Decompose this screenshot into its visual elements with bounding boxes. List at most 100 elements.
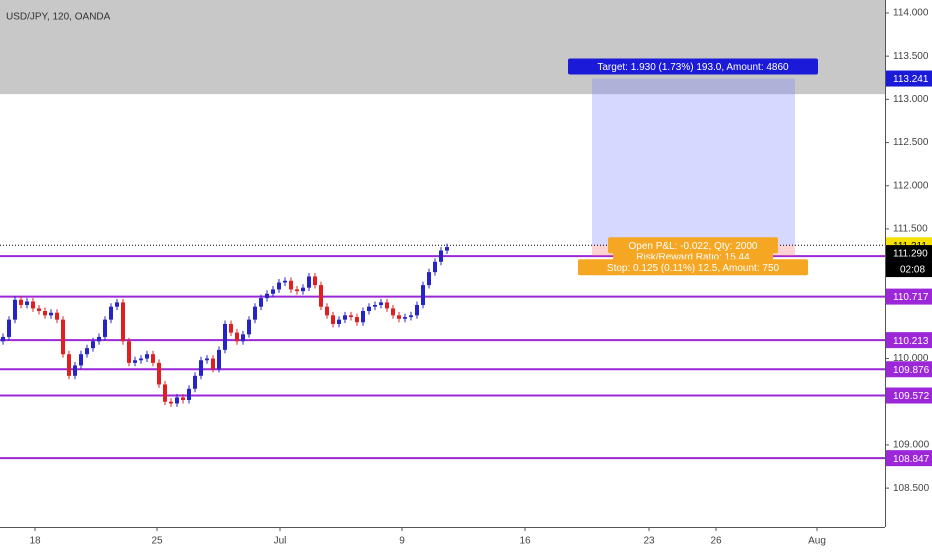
y-tick-label: 110.000 [893,353,929,364]
target-zone [592,78,795,246]
candle-body [445,247,449,251]
candle-body [169,401,173,404]
candle-body [193,375,197,389]
x-tick-label: 16 [519,536,531,547]
candle-body [367,306,371,312]
candle-body [85,348,89,355]
candle-body [295,289,299,292]
candle-body [343,315,347,320]
level-tag-box [886,450,932,467]
level-tag: 110.213 [893,336,929,347]
candle-body [247,319,251,335]
target-label: Target: 1.930 (1.73%) 193.0, Amount: 486… [597,62,789,73]
candle-body [115,302,119,307]
candle-body [175,397,179,404]
level-tag: 109.572 [893,391,930,402]
candle-body [139,358,143,361]
countdown: 02:08 [900,265,925,276]
ratio-label: Risk/Reward Ratio: 15.44 [636,252,750,263]
candle-body [319,285,323,307]
candle-body [145,354,149,359]
candle-body [73,365,77,376]
candle-body [91,341,95,349]
y-tick-label: 111.500 [893,224,928,235]
candle-body [61,319,65,355]
x-tick-label: 23 [643,536,655,547]
x-tick-label: 26 [710,536,722,547]
level-tag: 110.717 [893,292,929,303]
candle-body [181,397,185,401]
candle-body [283,280,287,283]
candle-body [235,332,239,342]
candle-body [433,261,437,273]
candle-body [373,304,377,307]
chart-title: USD/JPY, 120, OANDA [6,12,111,23]
y-tick-label: 112.500 [893,137,929,148]
candle-body [205,358,209,361]
y-tick-label: 109.000 [893,440,930,451]
candle-body [403,317,407,319]
candle-body [325,306,329,316]
candle-body [1,336,5,342]
level-tag-box [886,387,932,404]
candle-body [163,384,167,402]
candle-body [307,276,311,288]
stop-label: Stop: 0.125 (0.11%) 12.5, Amount: 750 [607,263,780,274]
candle-body [331,315,335,324]
y-tick-label: 113.000 [893,94,929,105]
x-tick-label: 25 [151,536,163,547]
candle-body [151,354,155,363]
candle-body [253,306,257,320]
y-tick-label: 114.000 [893,8,929,19]
candle-body [277,282,281,290]
last-price-tag: 111.290 [893,249,928,260]
x-tick-label: 9 [399,536,405,547]
candle-body [337,319,341,324]
candle-body [259,298,263,307]
candle-body [355,317,359,323]
candle-body [265,293,269,299]
candle-body [199,360,203,376]
level-tag: 109.876 [893,365,930,376]
candle-body [103,319,107,337]
pnl-label-box [608,237,778,254]
level-tag: 108.847 [893,454,930,465]
candle-body [217,349,221,369]
candle-body [421,285,425,305]
candle-body [397,315,401,319]
x-tick-label: Jul [274,536,287,547]
candle-body [187,388,191,401]
y-tick-label: 112.000 [893,180,929,191]
last-price-tag-box [886,245,932,262]
candle-body [271,289,275,294]
candle-body [229,323,233,333]
stop-label-box [578,259,808,276]
candle-body [223,323,227,350]
candle-body [301,287,305,292]
candle-body [157,362,161,385]
candle-body [55,312,59,320]
level-tag-box [886,332,932,349]
candle-body [211,358,215,369]
candle-body [97,336,101,342]
candle-body [127,341,131,363]
pnl-label: Open P&L: -0.022, Qty: 2000 [629,241,758,252]
candle-body [349,315,353,318]
target-tag: 113.241 [893,74,929,85]
candle-body [385,302,389,309]
candle-body [31,301,35,309]
candle-body [19,299,23,305]
candle-body [289,280,293,290]
candle-body [439,250,443,262]
target-tag-box [886,70,932,87]
candle-body [67,354,71,376]
candle-body [37,308,41,312]
candle-body [379,302,383,305]
candle-body [79,354,83,366]
candle-body [391,308,395,316]
candle-body [13,299,17,320]
y-tick-label: 113.500 [893,51,929,62]
candle-body [427,272,431,286]
candle-body [133,360,137,363]
